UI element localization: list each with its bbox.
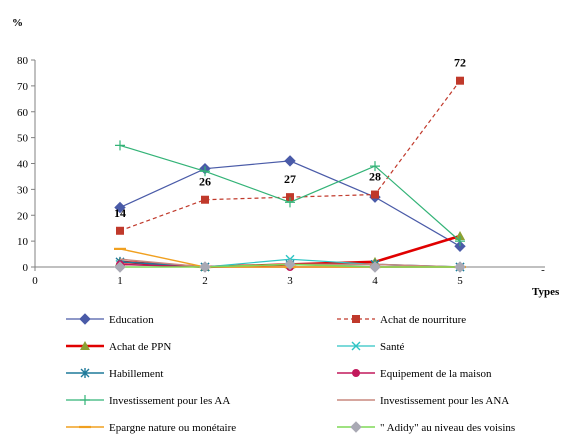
- data-point: [199, 261, 211, 273]
- data-label: 27: [284, 172, 296, 186]
- data-point: [114, 261, 126, 273]
- legend-item: Investissement pour les AA: [66, 395, 230, 407]
- y-tick-label: 20: [17, 210, 29, 222]
- data-point: [286, 193, 294, 202]
- legend-label: Education: [109, 314, 154, 326]
- data-point: [454, 240, 466, 253]
- y-tick-label: 60: [17, 107, 29, 119]
- data-point: [284, 155, 296, 167]
- legend-marker: [351, 341, 361, 351]
- legend-label: Investissement pour les ANA: [380, 395, 509, 407]
- data-point: [284, 258, 296, 271]
- y-tick-label: 80: [17, 55, 29, 67]
- data-label: 26: [199, 175, 211, 189]
- legend-item: Education: [66, 313, 154, 326]
- legend-item: Epargne nature ou monétaire: [66, 422, 236, 434]
- data-label: 28: [369, 170, 381, 184]
- y-tick-label: 40: [17, 159, 29, 171]
- x-tick-label: 4: [372, 275, 378, 287]
- y-tick-label: 10: [17, 236, 29, 248]
- x-axis-title: Types: [532, 286, 560, 298]
- legend-label: Santé: [380, 341, 405, 353]
- legend-marker: [80, 341, 90, 350]
- legend-item: " Adidy" au niveau des voisins: [337, 421, 515, 434]
- data-label: 14: [114, 206, 126, 220]
- legend-label: Investissement pour les AA: [109, 395, 230, 407]
- data-point: [201, 195, 209, 204]
- y-tick-label: 70: [17, 81, 29, 93]
- x-tick-label-extra: -: [541, 264, 545, 276]
- legend-marker: [80, 395, 90, 405]
- legend-label: Achat de PPN: [109, 341, 171, 353]
- data-point: [369, 261, 381, 273]
- y-tick-label: 50: [17, 133, 29, 145]
- legend-item: Achat de nourriture: [337, 314, 466, 326]
- legend-label: Achat de nourriture: [380, 314, 466, 326]
- data-point: [454, 261, 466, 273]
- x-tick-label: 1: [117, 275, 123, 287]
- data-point: [285, 197, 295, 208]
- legend-item: Achat de PPN: [66, 341, 171, 353]
- data-point: [116, 226, 124, 235]
- data-point: [114, 201, 126, 214]
- data-point: [455, 230, 465, 240]
- legend-marker: [352, 315, 360, 323]
- data-point: [456, 76, 464, 85]
- x-tick-label: 3: [287, 275, 293, 287]
- legend-marker: [350, 421, 362, 433]
- legend-label: Habillement: [109, 368, 163, 380]
- legend-item: Santé: [337, 341, 405, 353]
- legend-label: Equipement de la maison: [380, 368, 492, 380]
- y-axis-title: %: [12, 17, 23, 29]
- y-tick-label: 0: [23, 262, 29, 274]
- data-point: [200, 166, 210, 177]
- data-label: 72: [454, 56, 466, 70]
- data-point: [455, 236, 465, 247]
- data-point: [115, 140, 125, 151]
- data-point: [371, 190, 379, 199]
- y-tick-label: 30: [17, 184, 29, 196]
- legend: Education Achat de nourriture Achat de PPN…: [66, 313, 515, 434]
- data-point: [370, 161, 380, 172]
- legend-item: Habillement: [66, 368, 163, 380]
- legend-item: Investissement pour les ANA: [337, 395, 509, 407]
- legend-marker: [80, 368, 90, 378]
- x-tick-label: 2: [202, 275, 208, 287]
- legend-marker: [79, 313, 91, 325]
- legend-marker: [352, 369, 360, 377]
- plot-area: 0 10 20 30 40 50 60 70 80 0 1 2 3 4 5 - 14 26 27 28 72: [17, 55, 545, 287]
- legend-item: Equipement de la maison: [337, 368, 492, 380]
- legend-label: Epargne nature ou monétaire: [109, 422, 236, 434]
- x-tick-label: 0: [32, 275, 38, 287]
- legend-label: " Adidy" au niveau des voisins: [380, 422, 515, 434]
- x-tick-label: 5: [457, 275, 463, 287]
